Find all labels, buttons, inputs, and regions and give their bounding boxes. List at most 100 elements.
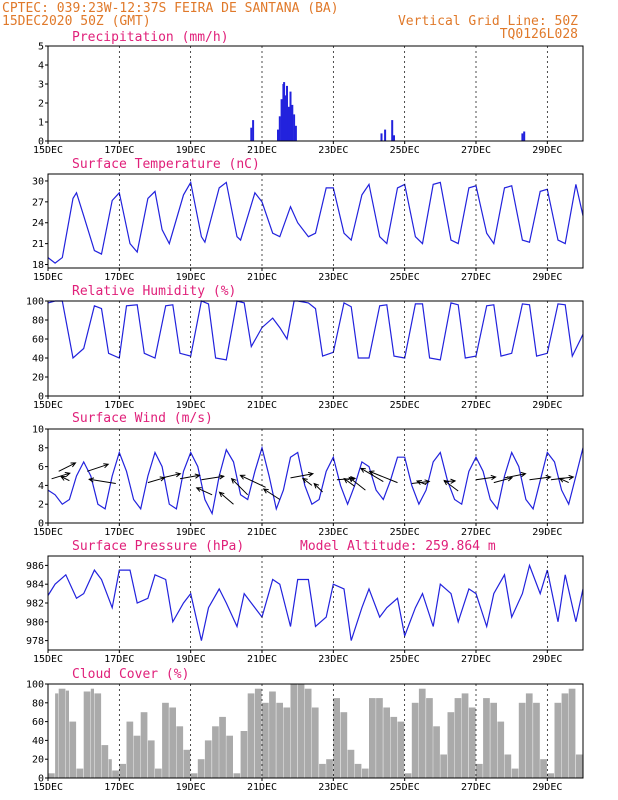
- cloud-bar: [354, 763, 362, 778]
- cloud-bar: [547, 773, 554, 778]
- y-tick-label: 984: [26, 580, 44, 591]
- wind-vector-arrow: [88, 477, 116, 484]
- cloud-bar: [58, 688, 66, 778]
- y-tick-label: 2: [38, 99, 44, 110]
- precip-bar: [294, 125, 297, 141]
- cloud-bar: [69, 721, 77, 778]
- precip-bar: [391, 120, 394, 141]
- y-tick-label: 60: [32, 335, 44, 346]
- plot-frame: [47, 45, 584, 142]
- y-tick-label: 100: [26, 680, 44, 691]
- cloud-bar: [575, 754, 583, 778]
- header-grid-line: Vertical Grid Line: 50Z: [398, 14, 578, 29]
- series-line: [47, 300, 584, 361]
- cloud-bar: [376, 698, 383, 778]
- cloud-bar: [83, 691, 91, 778]
- cloud-bar: [162, 702, 169, 778]
- precip-bar: [278, 116, 281, 141]
- wind-vector-arrow: [195, 487, 213, 496]
- precip-bar: [252, 120, 255, 141]
- cloud-bar: [190, 773, 198, 778]
- y-tick-label: 978: [26, 636, 44, 647]
- precip-bar: [291, 104, 294, 141]
- wind-vector-arrow: [262, 488, 281, 500]
- y-tick-label: 980: [26, 617, 44, 628]
- y-tick-label: 20: [32, 755, 44, 766]
- cloud-bar: [269, 691, 276, 778]
- cloud-bar: [454, 698, 462, 778]
- cloud-bar: [433, 726, 440, 778]
- panel-cloud-cover: Cloud Cover (%) 0 20 40 60 80 100 15DEC 17DEC 19…: [26, 667, 584, 793]
- x-tick-label: 15DEC: [33, 272, 63, 283]
- y-tick-label: 27: [32, 197, 44, 208]
- y-tick-label: 4: [38, 481, 44, 492]
- cloud-bar: [326, 759, 333, 778]
- x-tick-label: 23DEC: [318, 400, 348, 411]
- x-tick-label: 29DEC: [532, 272, 562, 283]
- x-tick-label: 21DEC: [247, 654, 277, 665]
- x-tick-label: 23DEC: [318, 654, 348, 665]
- cloud-bar: [361, 768, 369, 778]
- cloud-bar: [169, 707, 176, 778]
- y-tick-label: 3: [38, 80, 44, 91]
- precip-bar: [380, 133, 383, 141]
- wind-vector-arrow: [443, 479, 459, 492]
- y-tick-label: 100: [26, 297, 44, 308]
- x-tick-label: 29DEC: [532, 654, 562, 665]
- cloud-bar: [262, 702, 269, 778]
- wind-vector-arrow: [201, 474, 225, 481]
- x-tick-label: 29DEC: [532, 782, 562, 793]
- plot-frame: [47, 173, 584, 269]
- x-tick-label: 27DEC: [461, 654, 491, 665]
- cloud-bar: [283, 707, 291, 778]
- wind-vector-arrow: [58, 462, 77, 472]
- cloud-bar: [247, 693, 255, 778]
- x-tick-label: 21DEC: [247, 272, 277, 283]
- cloud-bar: [212, 726, 219, 778]
- x-tick-label: 19DEC: [176, 145, 206, 156]
- cloud-bar: [297, 684, 305, 778]
- cloud-bar: [133, 735, 141, 778]
- cloud-bar: [126, 721, 134, 778]
- cloud-bar: [65, 690, 69, 778]
- wind-vector-arrow: [313, 482, 323, 493]
- y-tick-label: 0: [38, 774, 44, 785]
- x-tick-label: 27DEC: [461, 145, 491, 156]
- wind-vector-arrow: [368, 470, 398, 484]
- x-tick-label: 15DEC: [33, 654, 63, 665]
- y-tick-label: 2: [38, 500, 44, 511]
- cloud-bar: [418, 688, 426, 778]
- cloud-bar: [108, 759, 112, 778]
- cloud-bar: [525, 693, 533, 778]
- y-tick-label: 80: [32, 698, 44, 709]
- x-tick-label: 15DEC: [33, 400, 63, 411]
- cloud-bar: [76, 768, 84, 778]
- precip-bar: [287, 106, 290, 141]
- cloud-bar: [490, 702, 497, 778]
- cloud-bar: [347, 749, 355, 778]
- plot-frame: [47, 428, 584, 524]
- x-tick-label: 27DEC: [461, 400, 491, 411]
- cloud-bar: [533, 702, 540, 778]
- cloud-bar: [504, 754, 512, 778]
- precip-bar: [284, 95, 287, 141]
- wind-vector-arrow: [161, 472, 182, 479]
- x-tick-label: 19DEC: [176, 654, 206, 665]
- precip-bar: [293, 114, 296, 141]
- x-tick-label: 25DEC: [390, 145, 420, 156]
- cloud-bar: [183, 749, 191, 778]
- panel-title: Cloud Cover (%): [72, 667, 189, 682]
- wind-vector-arrow: [475, 474, 497, 481]
- x-tick-label: 25DEC: [390, 400, 420, 411]
- header-run-time: 15DEC2020 50Z (GMT): [2, 14, 151, 29]
- cloud-bar: [447, 712, 455, 778]
- cloud-bar: [383, 707, 390, 778]
- x-tick-label: 21DEC: [247, 400, 277, 411]
- panel-title: Surface Wind (m/s): [72, 411, 213, 426]
- cloud-bar: [155, 768, 162, 778]
- cloud-bar: [390, 716, 398, 778]
- x-tick-label: 19DEC: [176, 782, 206, 793]
- cloud-bar: [369, 698, 376, 778]
- cloud-bar: [440, 754, 447, 778]
- y-tick-label: 40: [32, 354, 44, 365]
